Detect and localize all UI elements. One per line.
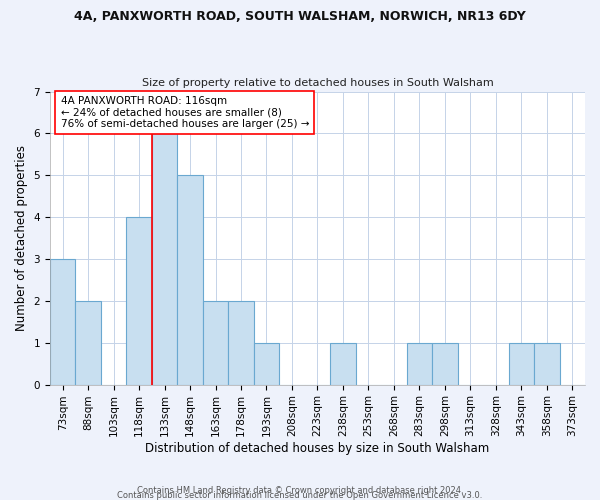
X-axis label: Distribution of detached houses by size in South Walsham: Distribution of detached houses by size … [145, 442, 490, 455]
Text: 4A, PANXWORTH ROAD, SOUTH WALSHAM, NORWICH, NR13 6DY: 4A, PANXWORTH ROAD, SOUTH WALSHAM, NORWI… [74, 10, 526, 23]
Bar [127, 217, 152, 384]
Bar [254, 342, 279, 384]
Y-axis label: Number of detached properties: Number of detached properties [15, 145, 28, 331]
Bar [152, 134, 178, 384]
Bar [50, 259, 76, 384]
Bar [432, 342, 458, 384]
Bar [330, 342, 356, 384]
Title: Size of property relative to detached houses in South Walsham: Size of property relative to detached ho… [142, 78, 493, 88]
Bar [407, 342, 432, 384]
Text: Contains public sector information licensed under the Open Government Licence v3: Contains public sector information licen… [118, 490, 482, 500]
Bar [228, 301, 254, 384]
Bar [203, 301, 228, 384]
Bar [76, 301, 101, 384]
Bar [509, 342, 534, 384]
Bar [534, 342, 560, 384]
Text: 4A PANXWORTH ROAD: 116sqm
← 24% of detached houses are smaller (8)
76% of semi-d: 4A PANXWORTH ROAD: 116sqm ← 24% of detac… [61, 96, 309, 129]
Bar [178, 176, 203, 384]
Text: Contains HM Land Registry data © Crown copyright and database right 2024.: Contains HM Land Registry data © Crown c… [137, 486, 463, 495]
